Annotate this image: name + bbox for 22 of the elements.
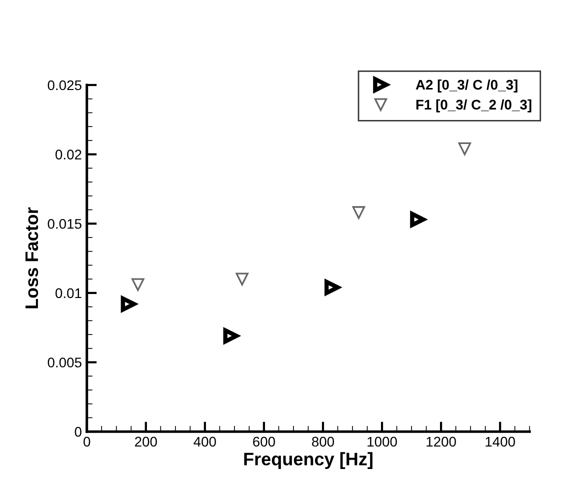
x-tick-label: 1000 xyxy=(368,436,397,447)
legend-label: F1 [0_3/ C_2 /0_3] xyxy=(416,99,532,112)
point xyxy=(352,206,366,219)
x-tick-label: 1200 xyxy=(426,436,456,447)
y-tick-label: 0.01 xyxy=(56,288,82,298)
y-tick-label: 0.025 xyxy=(48,80,82,90)
x-tick-label: 1400 xyxy=(486,436,515,447)
point xyxy=(132,278,144,292)
x-axis-title: Frequency [Hz] xyxy=(244,452,372,469)
y-tick-label: 0.005 xyxy=(48,358,82,368)
x-tick-label: 800 xyxy=(312,436,334,447)
y-tick-label: 0.015 xyxy=(48,218,82,229)
x-tick-label: 400 xyxy=(194,436,216,447)
x-tick-label: 0 xyxy=(84,436,90,447)
point xyxy=(458,142,472,156)
y-axis-title: Loss Factor xyxy=(26,207,38,308)
point xyxy=(236,272,248,286)
legend-label: A2 [0_3/ C /0_3] xyxy=(416,79,518,92)
x-tick-label: 200 xyxy=(135,436,157,447)
x-tick-label: 600 xyxy=(253,436,275,447)
y-tick-label: 0 xyxy=(74,426,82,437)
y-tick-label: 0.02 xyxy=(56,150,82,160)
